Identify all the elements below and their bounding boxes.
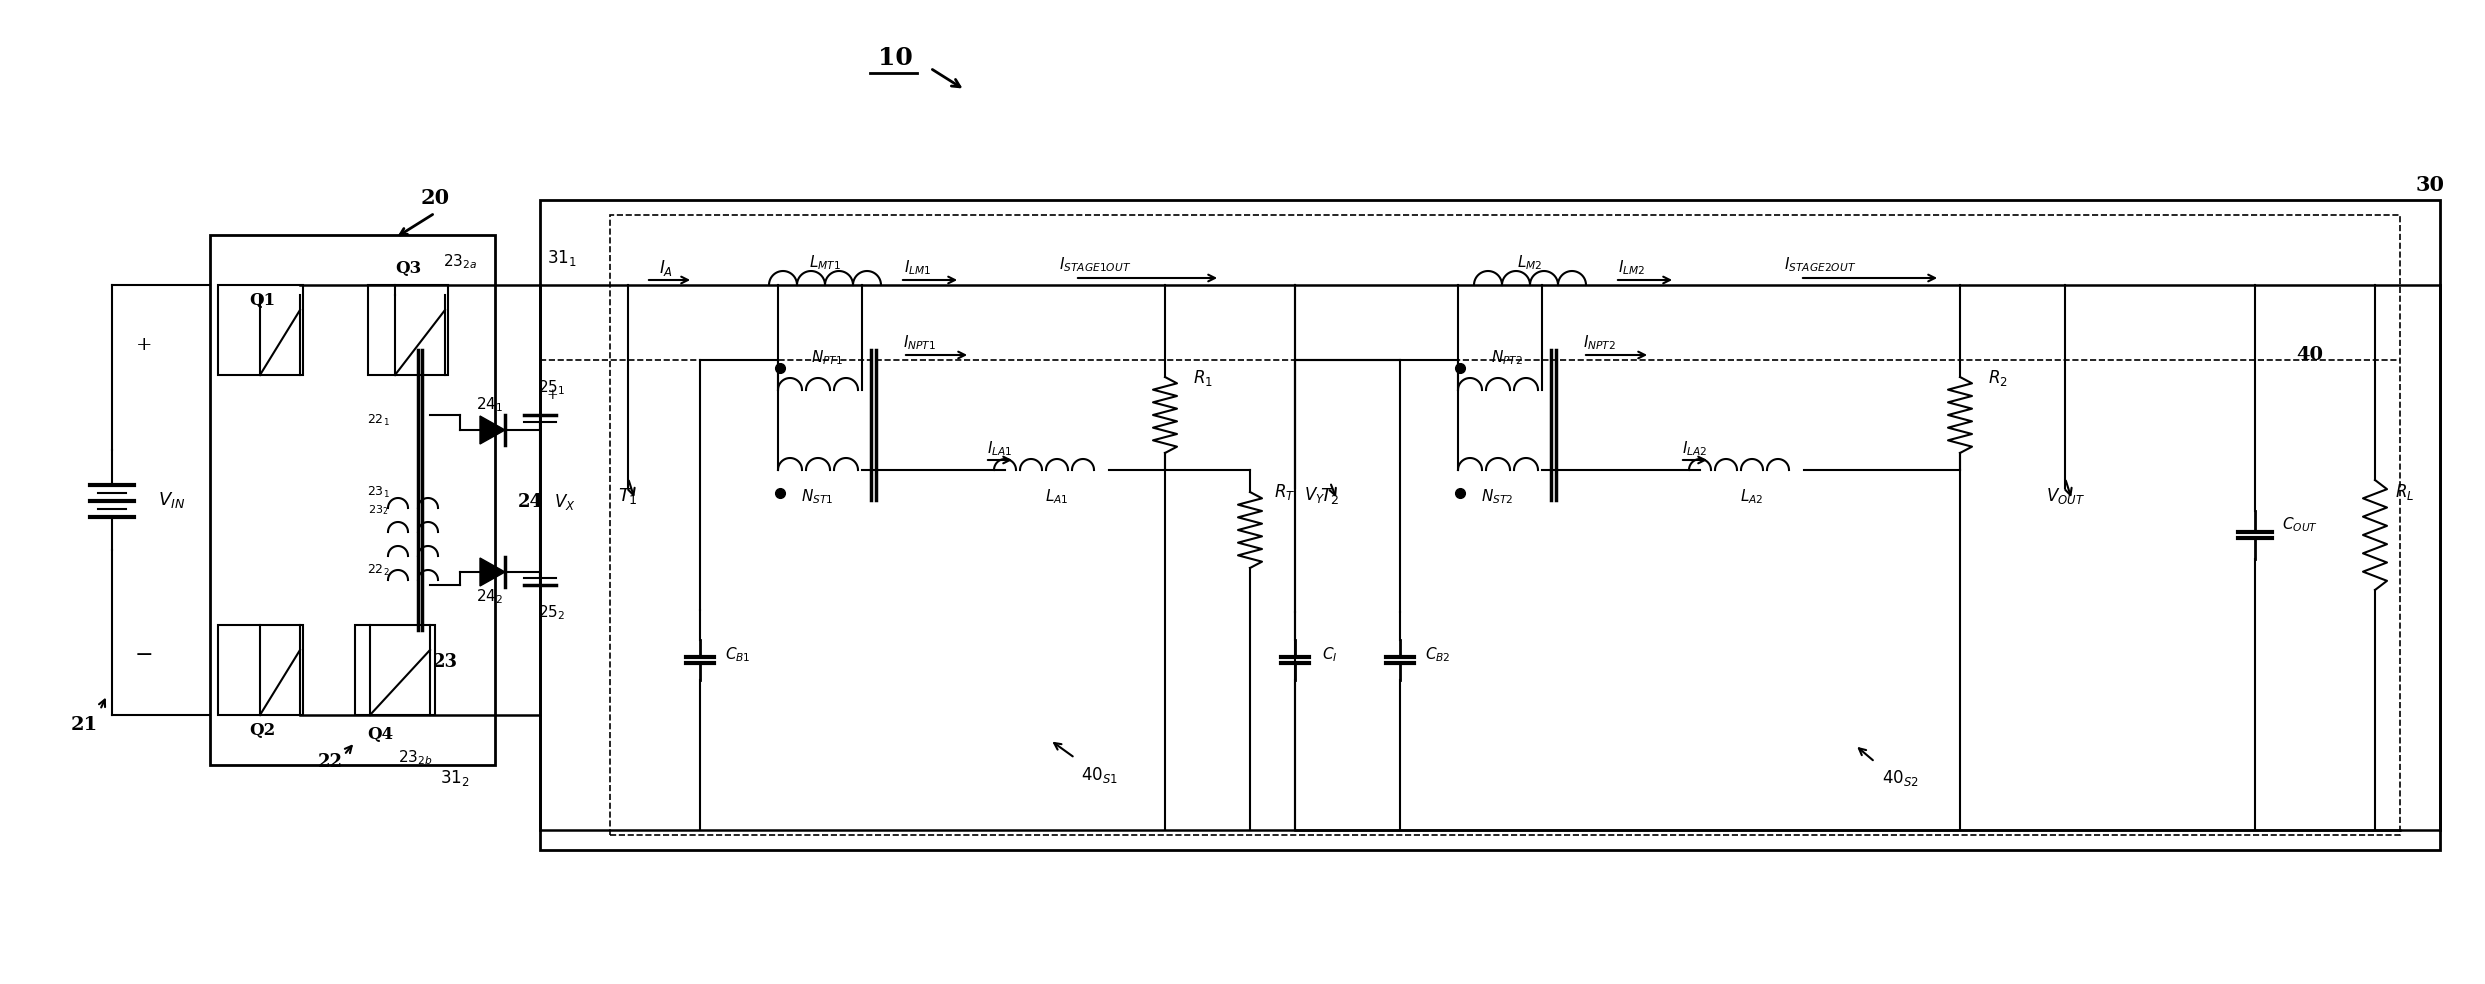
Text: Q1: Q1 — [248, 291, 276, 309]
Text: $N_{ST1}$: $N_{ST1}$ — [800, 488, 832, 507]
Text: $I_{NPT1}$: $I_{NPT1}$ — [905, 334, 937, 352]
Text: $I_{NPT2}$: $I_{NPT2}$ — [1583, 334, 1618, 352]
Text: $V_{OUT}$: $V_{OUT}$ — [2045, 486, 2085, 506]
Text: $I_{LM1}$: $I_{LM1}$ — [905, 259, 932, 277]
Polygon shape — [480, 416, 504, 444]
Text: $T_1$: $T_1$ — [619, 486, 639, 506]
Text: $V_Y$: $V_Y$ — [1305, 485, 1325, 505]
Text: $C_{OUT}$: $C_{OUT}$ — [2281, 516, 2319, 534]
Text: $R_2$: $R_2$ — [1988, 368, 2008, 388]
Text: +: + — [137, 336, 152, 354]
Bar — [355, 625, 435, 715]
Text: 21: 21 — [70, 716, 97, 734]
Text: 10: 10 — [877, 46, 912, 70]
Polygon shape — [480, 558, 504, 586]
Text: $25_2$: $25_2$ — [539, 603, 567, 622]
Text: 30: 30 — [2415, 175, 2445, 195]
Text: $R_L$: $R_L$ — [2396, 482, 2415, 502]
Text: $L_{A1}$: $L_{A1}$ — [1046, 488, 1069, 507]
Text: $C_{B1}$: $C_{B1}$ — [726, 646, 750, 664]
Text: Q4: Q4 — [368, 726, 393, 744]
Text: $V_X$: $V_X$ — [554, 492, 577, 512]
Text: $22_2$: $22_2$ — [368, 563, 390, 578]
Text: $I_{LA1}$: $I_{LA1}$ — [987, 440, 1014, 459]
Text: Q3: Q3 — [395, 260, 420, 277]
Text: 23: 23 — [432, 653, 457, 671]
Text: $23_1$: $23_1$ — [368, 484, 390, 500]
Text: $24_1$: $24_1$ — [477, 396, 504, 414]
Bar — [219, 285, 303, 375]
Text: $L_{M2}$: $L_{M2}$ — [1518, 254, 1543, 273]
Bar — [219, 625, 303, 715]
Text: $N_{PT2}$: $N_{PT2}$ — [1491, 348, 1523, 367]
Text: $C_I$: $C_I$ — [1322, 646, 1337, 664]
Text: 40: 40 — [2296, 346, 2323, 364]
Text: $I_A$: $I_A$ — [659, 258, 673, 278]
Text: $23_{2a}$: $23_{2a}$ — [442, 253, 477, 272]
Bar — [609, 215, 2401, 835]
Text: $R_T$: $R_T$ — [1275, 482, 1295, 502]
Text: $L_{MT1}$: $L_{MT1}$ — [810, 254, 840, 273]
Text: −: − — [134, 644, 154, 666]
Text: 20: 20 — [420, 188, 450, 208]
Text: $23_2$: $23_2$ — [368, 503, 388, 517]
Text: $I_{LA2}$: $I_{LA2}$ — [1682, 440, 1707, 459]
Text: $N_{PT1}$: $N_{PT1}$ — [810, 348, 842, 367]
Text: $I_{STAGE1OUT}$: $I_{STAGE1OUT}$ — [1059, 256, 1131, 275]
Text: $V_{IN}$: $V_{IN}$ — [159, 490, 186, 510]
Text: $N_{ST2}$: $N_{ST2}$ — [1481, 488, 1513, 507]
Text: $22_1$: $22_1$ — [368, 412, 390, 428]
Bar — [368, 285, 447, 375]
Text: $C_{B2}$: $C_{B2}$ — [1426, 646, 1451, 664]
Text: $40_{S1}$: $40_{S1}$ — [1081, 765, 1118, 785]
Text: $40_{S2}$: $40_{S2}$ — [1881, 768, 1918, 788]
Text: 24: 24 — [517, 493, 542, 511]
Text: $I_{STAGE2OUT}$: $I_{STAGE2OUT}$ — [1784, 256, 1856, 275]
Text: $31_2$: $31_2$ — [440, 768, 470, 788]
Text: $R_1$: $R_1$ — [1193, 368, 1213, 388]
Text: $T_2$: $T_2$ — [1320, 486, 1339, 506]
Text: +: + — [547, 388, 557, 402]
Text: 22: 22 — [318, 753, 343, 771]
Text: $L_{A2}$: $L_{A2}$ — [1740, 488, 1764, 507]
Text: $24_2$: $24_2$ — [477, 587, 504, 606]
Text: Q2: Q2 — [248, 721, 276, 739]
Text: $25_1$: $25_1$ — [539, 379, 567, 398]
Text: $31_1$: $31_1$ — [547, 248, 577, 268]
Text: $I_{LM2}$: $I_{LM2}$ — [1618, 259, 1645, 277]
Text: $23_{2b}$: $23_{2b}$ — [398, 749, 432, 768]
Bar — [211, 235, 495, 765]
Bar — [539, 200, 2440, 850]
